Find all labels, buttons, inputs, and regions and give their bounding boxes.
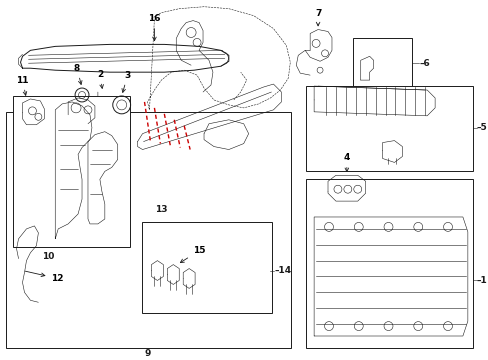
Bar — [13, 96, 129, 247]
Text: 16: 16 — [148, 14, 161, 41]
Text: –6: –6 — [418, 59, 429, 68]
Text: 13: 13 — [155, 204, 167, 213]
Text: 15: 15 — [180, 246, 205, 262]
Text: –14: –14 — [274, 266, 291, 275]
Text: 4: 4 — [343, 153, 349, 172]
Bar — [305, 179, 472, 348]
Text: 9: 9 — [144, 349, 150, 358]
Text: 7: 7 — [314, 9, 321, 26]
Text: 3: 3 — [122, 71, 130, 93]
Text: 12: 12 — [25, 271, 63, 283]
Bar — [6, 112, 291, 348]
Text: 2: 2 — [97, 69, 103, 88]
Text: –1: –1 — [476, 276, 487, 285]
Bar — [352, 39, 411, 88]
Text: 8: 8 — [74, 64, 82, 85]
Text: 10: 10 — [42, 252, 54, 261]
Bar — [141, 222, 272, 313]
Text: –5: –5 — [476, 123, 487, 132]
Text: 11: 11 — [16, 76, 29, 95]
Bar — [305, 86, 472, 171]
